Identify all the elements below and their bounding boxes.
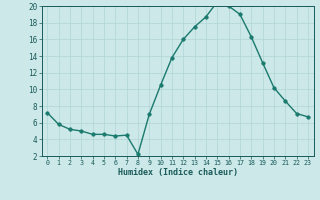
X-axis label: Humidex (Indice chaleur): Humidex (Indice chaleur) bbox=[118, 168, 237, 177]
